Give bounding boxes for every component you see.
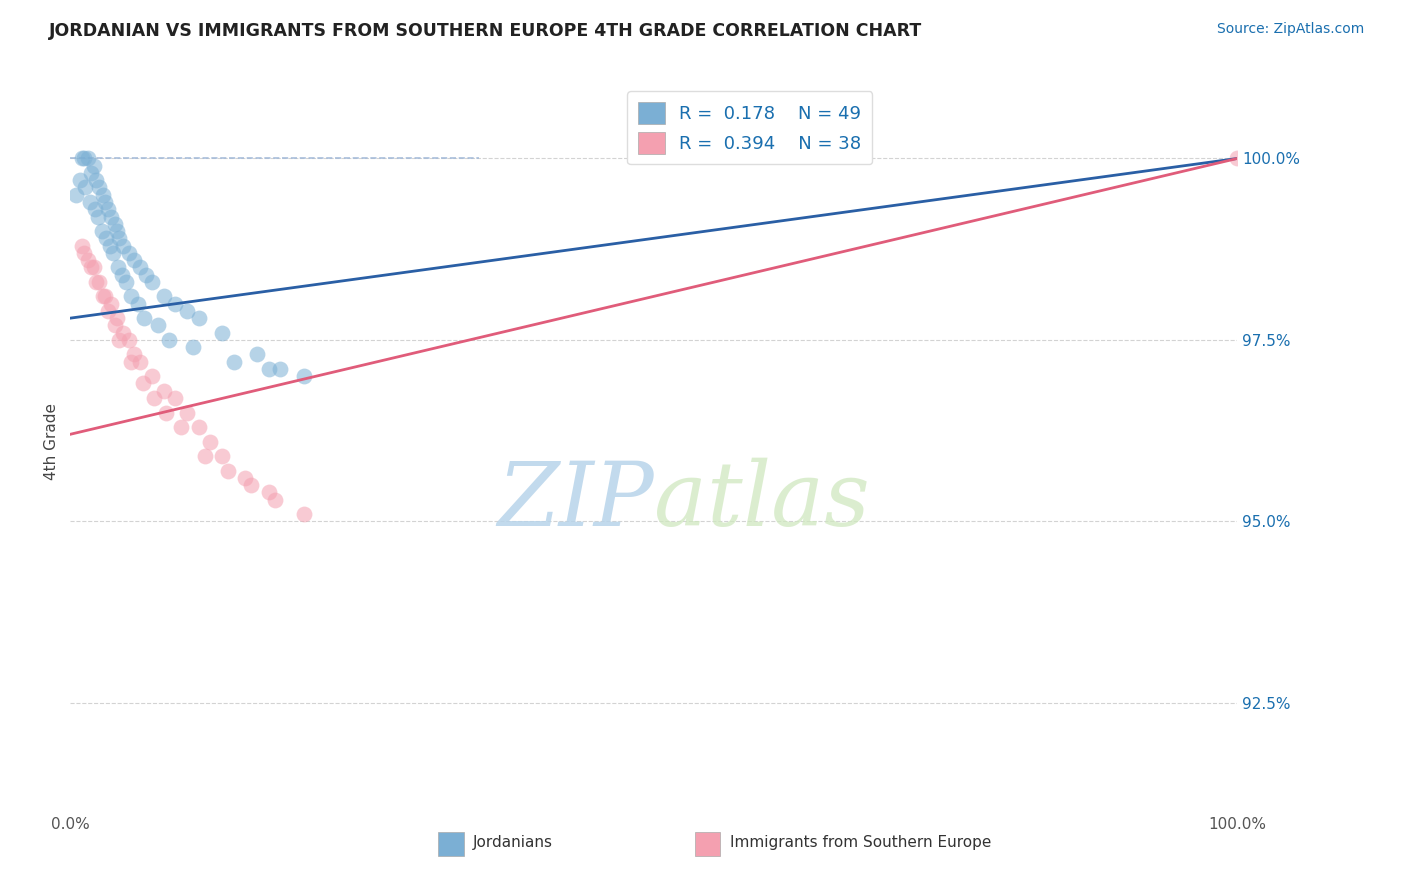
Point bbox=[292, 507, 315, 521]
Point bbox=[76, 253, 98, 268]
Point bbox=[143, 391, 166, 405]
Point bbox=[132, 311, 155, 326]
Point bbox=[108, 231, 131, 245]
Point bbox=[240, 478, 263, 492]
Point bbox=[94, 289, 117, 303]
Point bbox=[91, 187, 114, 202]
Point bbox=[211, 326, 233, 340]
Point bbox=[103, 245, 125, 260]
Point bbox=[124, 253, 146, 268]
Point bbox=[165, 296, 187, 310]
Point bbox=[97, 304, 120, 318]
Point bbox=[111, 238, 134, 252]
Point bbox=[89, 275, 111, 289]
Point bbox=[131, 376, 153, 391]
Point bbox=[70, 152, 93, 166]
Point bbox=[91, 289, 114, 303]
Point bbox=[152, 289, 174, 303]
Point bbox=[146, 318, 169, 333]
Point bbox=[118, 333, 141, 347]
Point bbox=[120, 289, 142, 303]
Point bbox=[90, 224, 112, 238]
Point bbox=[257, 362, 280, 376]
Point bbox=[135, 268, 157, 282]
Point bbox=[96, 231, 118, 245]
Point bbox=[83, 159, 105, 173]
Text: Source: ZipAtlas.com: Source: ZipAtlas.com bbox=[1216, 22, 1364, 37]
Point bbox=[69, 173, 91, 187]
Point bbox=[94, 194, 117, 209]
Point bbox=[87, 210, 110, 224]
Point bbox=[129, 354, 152, 368]
Legend: R =  0.178    N = 49, R =  0.394    N = 38: R = 0.178 N = 49, R = 0.394 N = 38 bbox=[627, 92, 872, 164]
Point bbox=[141, 369, 163, 384]
Point bbox=[176, 304, 198, 318]
Point bbox=[65, 187, 87, 202]
Text: JORDANIAN VS IMMIGRANTS FROM SOUTHERN EUROPE 4TH GRADE CORRELATION CHART: JORDANIAN VS IMMIGRANTS FROM SOUTHERN EU… bbox=[49, 22, 922, 40]
Point bbox=[98, 238, 121, 252]
Point bbox=[108, 333, 131, 347]
Point bbox=[233, 471, 256, 485]
Y-axis label: 4th Grade: 4th Grade bbox=[44, 403, 59, 480]
Text: Immigrants from Southern Europe: Immigrants from Southern Europe bbox=[730, 835, 991, 850]
Point bbox=[141, 275, 163, 289]
Point bbox=[176, 405, 198, 419]
Point bbox=[111, 268, 134, 282]
Point bbox=[79, 194, 101, 209]
Point bbox=[107, 260, 129, 275]
Point bbox=[193, 449, 215, 463]
Point bbox=[83, 260, 105, 275]
Point bbox=[105, 224, 128, 238]
Point bbox=[73, 245, 96, 260]
Point bbox=[118, 245, 141, 260]
Point bbox=[104, 318, 127, 333]
Point bbox=[127, 296, 149, 310]
Point bbox=[1226, 152, 1249, 166]
Point bbox=[70, 238, 93, 252]
Point bbox=[246, 347, 269, 361]
Point bbox=[292, 369, 315, 384]
Point bbox=[200, 434, 222, 449]
Text: Jordanians: Jordanians bbox=[472, 835, 553, 850]
Point bbox=[104, 217, 127, 231]
Point bbox=[111, 326, 134, 340]
FancyBboxPatch shape bbox=[437, 832, 464, 856]
Point bbox=[115, 275, 138, 289]
Point bbox=[80, 166, 103, 180]
Point bbox=[159, 333, 181, 347]
Point bbox=[187, 311, 209, 326]
Point bbox=[100, 296, 122, 310]
Point bbox=[217, 464, 239, 478]
Point bbox=[181, 340, 204, 354]
Point bbox=[73, 152, 96, 166]
Point bbox=[187, 420, 209, 434]
Point bbox=[170, 420, 193, 434]
FancyBboxPatch shape bbox=[695, 832, 720, 856]
Point bbox=[83, 202, 105, 217]
Point bbox=[84, 173, 107, 187]
Point bbox=[120, 354, 142, 368]
Point bbox=[155, 405, 177, 419]
Point bbox=[124, 347, 146, 361]
Point bbox=[263, 492, 285, 507]
Text: ZIP: ZIP bbox=[498, 458, 654, 544]
Point bbox=[100, 210, 122, 224]
Point bbox=[129, 260, 152, 275]
Point bbox=[75, 180, 97, 194]
Point bbox=[80, 260, 103, 275]
Point bbox=[89, 180, 111, 194]
Point bbox=[152, 384, 174, 398]
Point bbox=[165, 391, 187, 405]
Text: atlas: atlas bbox=[654, 458, 869, 544]
Point bbox=[97, 202, 120, 217]
Point bbox=[84, 275, 107, 289]
Point bbox=[269, 362, 291, 376]
Point bbox=[211, 449, 233, 463]
Point bbox=[257, 485, 280, 500]
Point bbox=[105, 311, 128, 326]
Point bbox=[76, 152, 98, 166]
Point bbox=[222, 354, 245, 368]
